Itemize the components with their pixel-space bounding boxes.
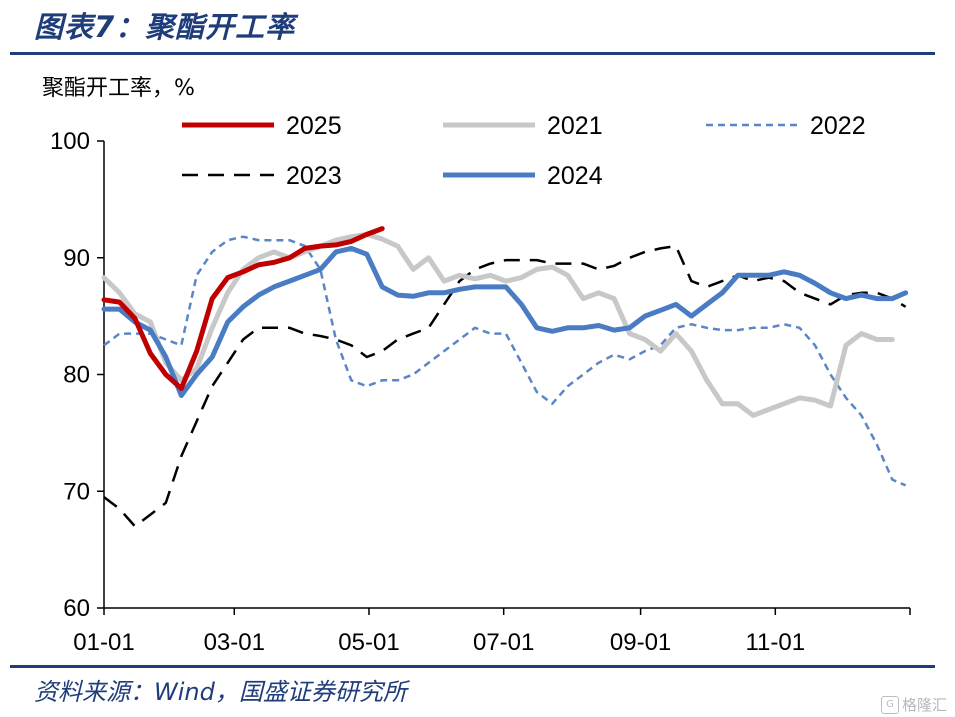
series-line-2025	[101, 226, 385, 391]
y-ticks: 60 70 80 90 100	[50, 128, 104, 622]
legend-label-2023: 2023	[286, 162, 342, 190]
watermark-text: 格隆汇	[901, 696, 947, 714]
watermark: G 格隆汇	[880, 694, 947, 715]
y-tick-label: 100	[50, 128, 90, 155]
x-tick-label: 05-01	[338, 629, 399, 656]
title-divider	[10, 52, 935, 55]
legend-label-2025: 2025	[286, 112, 342, 140]
x-ticks: 01-01 03-01 05-01 07-01 09-01 11-01	[73, 608, 911, 656]
figure-title: 图表7：聚酯开工率	[34, 10, 296, 44]
x-tick-label: 03-01	[204, 629, 265, 656]
series-line-2022	[103, 235, 907, 487]
y-axis-label: 聚酯开工率，%	[42, 76, 195, 101]
watermark-logo-icon: G	[880, 695, 899, 714]
legend-label-2024: 2024	[547, 162, 603, 190]
legend-label-2021: 2021	[547, 112, 603, 140]
y-tick-label: 60	[63, 595, 90, 622]
x-tick-label: 01-01	[73, 629, 134, 656]
series-line-2023	[103, 244, 907, 528]
series-line-2021	[101, 231, 895, 418]
source-note: 资料来源：Wind，国盛证券研究所	[34, 678, 407, 706]
y-tick-label: 90	[63, 245, 90, 272]
legend: 2025 2021 2022 2023 2024	[182, 112, 866, 190]
y-tick-label: 80	[63, 362, 90, 389]
footer-divider	[10, 665, 935, 668]
legend-label-2022: 2022	[810, 112, 866, 140]
x-tick-label: 11-01	[745, 629, 805, 656]
series-line-2024	[101, 245, 909, 398]
x-tick-label: 09-01	[610, 629, 671, 656]
y-tick-label: 70	[63, 478, 90, 505]
x-tick-label: 07-01	[473, 629, 534, 656]
series-lines	[101, 226, 909, 528]
axes	[103, 141, 910, 609]
